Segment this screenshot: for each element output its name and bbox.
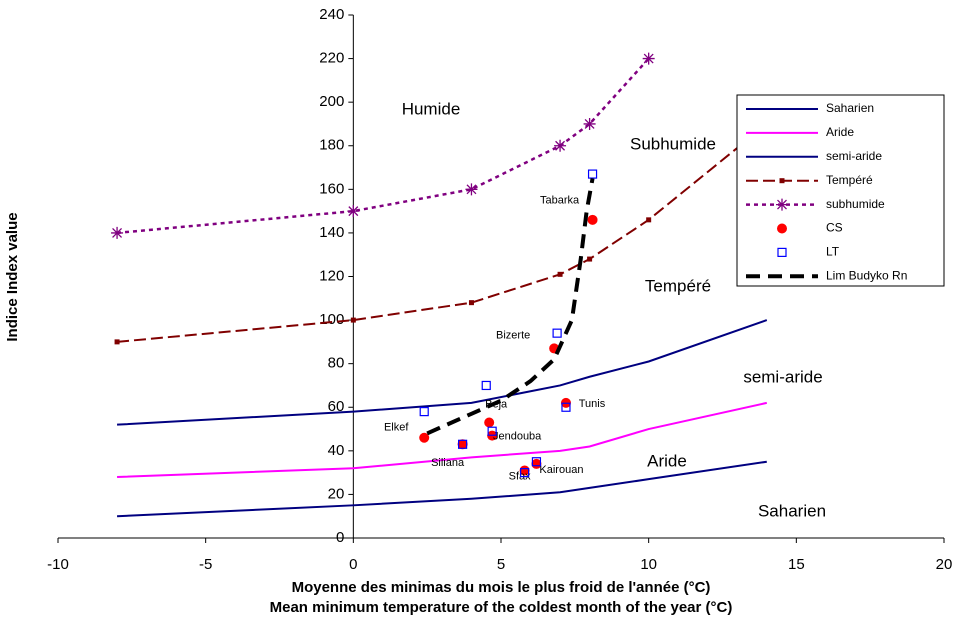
x-tick-label: -10 bbox=[47, 556, 69, 573]
legend-box bbox=[736, 94, 945, 287]
point-label: Tunis bbox=[579, 398, 606, 410]
data-point bbox=[557, 271, 563, 277]
legend-label: semi-aride bbox=[826, 149, 882, 163]
data-point bbox=[552, 328, 562, 338]
region-label: Humide bbox=[402, 99, 461, 118]
y-tick-label: 60 bbox=[328, 398, 345, 415]
x-axis-title: Mean minimum temperature of the coldest … bbox=[270, 599, 733, 616]
data-point bbox=[520, 468, 530, 478]
legend-label: subhumide bbox=[826, 197, 885, 211]
data-point bbox=[531, 457, 542, 467]
legend-label: CS bbox=[826, 221, 843, 235]
data-point bbox=[347, 205, 360, 218]
point-label: Siliana bbox=[431, 457, 465, 469]
y-axis-title: Indice Index value bbox=[4, 212, 21, 341]
x-tick-label: -5 bbox=[199, 556, 212, 573]
legend-label: Lim Budyko Rn bbox=[826, 268, 907, 282]
point-label: Kairouan bbox=[539, 464, 583, 476]
point-label: Elkef bbox=[384, 422, 409, 434]
series-line bbox=[116, 57, 650, 235]
data-point bbox=[561, 402, 571, 412]
point-label: Sfax bbox=[509, 470, 532, 482]
x-tick-label: 10 bbox=[640, 556, 657, 573]
legend: Saharien Aride semi-aride Tempéré subhumide C… bbox=[736, 94, 945, 287]
x-tick-label: 5 bbox=[497, 556, 505, 573]
legend-label: Tempéré bbox=[826, 173, 873, 187]
y-tick-label: 80 bbox=[328, 355, 345, 372]
region-label: Saharien bbox=[758, 501, 826, 520]
data-point bbox=[111, 226, 124, 239]
series-line bbox=[426, 178, 595, 436]
x-axis-title: Moyenne des minimas du mois le plus froi… bbox=[292, 579, 711, 596]
y-tick-label: 160 bbox=[319, 180, 344, 197]
data-point bbox=[587, 169, 598, 179]
data-point bbox=[114, 339, 120, 345]
y-tick-label: 240 bbox=[319, 6, 344, 23]
data-point bbox=[531, 458, 542, 469]
point-label: Jendouba bbox=[493, 430, 542, 442]
x-tick-label: 20 bbox=[936, 556, 953, 573]
data-point bbox=[587, 214, 598, 225]
series-line bbox=[117, 460, 767, 518]
x-tick-label: 15 bbox=[788, 556, 805, 573]
data-point bbox=[419, 407, 429, 417]
series-line bbox=[117, 319, 768, 426]
data-point bbox=[481, 380, 491, 391]
data-point bbox=[519, 465, 530, 476]
legend-label: Saharien bbox=[826, 101, 874, 115]
point-label: Tabarka bbox=[540, 195, 580, 207]
y-tick-label: 100 bbox=[319, 311, 344, 328]
data-point bbox=[419, 432, 430, 443]
data-point bbox=[465, 183, 478, 196]
series-line bbox=[116, 123, 768, 343]
data-point bbox=[457, 439, 468, 450]
legend-marker bbox=[779, 178, 785, 184]
x-tick-label: 0 bbox=[349, 556, 357, 573]
data-point bbox=[554, 139, 567, 152]
region-label: Aride bbox=[647, 451, 687, 470]
y-tick-label: 140 bbox=[319, 224, 344, 241]
y-tick-label: 0 bbox=[336, 529, 344, 546]
series-line bbox=[117, 401, 768, 478]
data-point bbox=[642, 52, 655, 65]
y-tick-label: 180 bbox=[319, 137, 344, 154]
region-label: Subhumide bbox=[630, 134, 716, 153]
y-tick-label: 200 bbox=[319, 93, 344, 110]
y-tick-label: 40 bbox=[328, 442, 345, 459]
region-label: Tempéré bbox=[645, 276, 711, 295]
legend-marker bbox=[777, 223, 787, 234]
data-point bbox=[484, 417, 495, 428]
data-point bbox=[587, 256, 593, 262]
data-point bbox=[458, 439, 468, 449]
y-tick-label: 20 bbox=[328, 485, 345, 502]
data-point bbox=[468, 300, 474, 306]
legend-marker bbox=[777, 247, 787, 257]
data-point bbox=[583, 117, 596, 130]
region-label: semi-aride bbox=[743, 367, 822, 386]
data-point bbox=[487, 426, 497, 436]
legend-label: Aride bbox=[826, 125, 854, 139]
data-point bbox=[646, 217, 652, 223]
data-point bbox=[350, 317, 356, 323]
y-tick-label: 220 bbox=[319, 50, 344, 67]
point-label: Bizerte bbox=[496, 329, 530, 341]
legend-label: LT bbox=[826, 245, 840, 259]
legend-marker bbox=[776, 198, 788, 211]
y-tick-label: 120 bbox=[319, 267, 344, 284]
